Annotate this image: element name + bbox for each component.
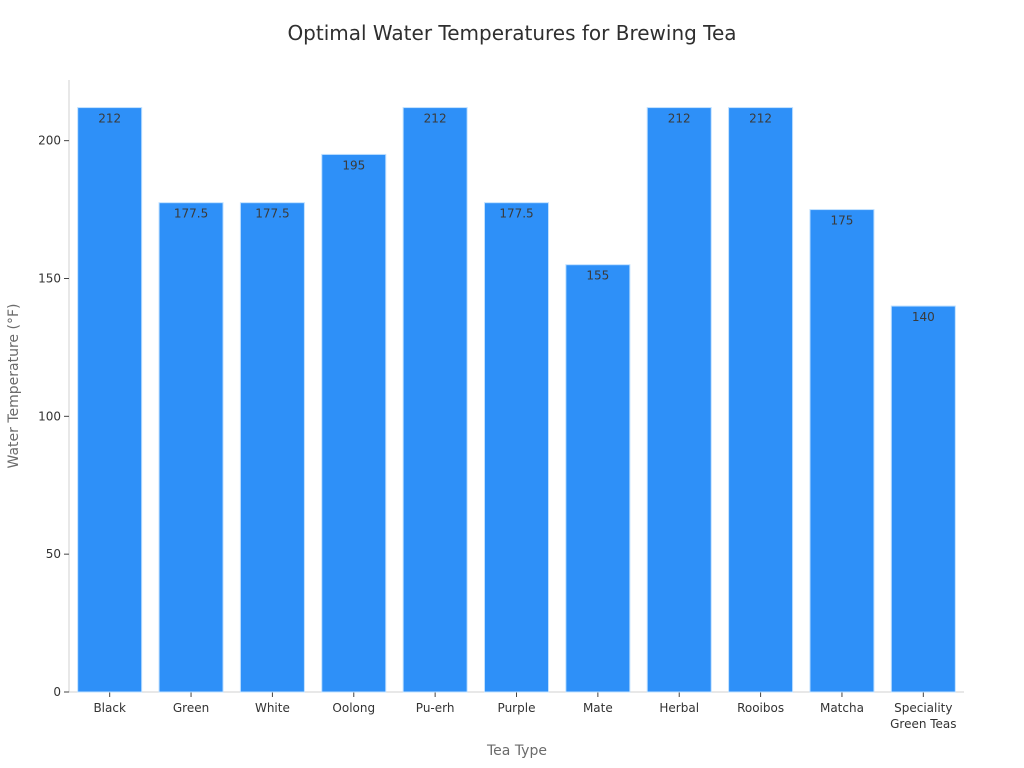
x-axis-title: Tea Type xyxy=(486,743,547,759)
bar-white xyxy=(239,202,305,693)
x-tick-label: White xyxy=(255,701,290,715)
data-label: 212 xyxy=(749,112,772,126)
bar-rooibos xyxy=(728,107,794,693)
data-label: 155 xyxy=(586,269,609,283)
bar-herbal xyxy=(646,107,712,693)
bar-purple xyxy=(484,202,549,693)
data-label: 177.5 xyxy=(499,207,533,221)
x-tick-label: Matcha xyxy=(820,701,864,715)
data-label: 212 xyxy=(668,112,691,126)
bar-mate xyxy=(565,264,631,693)
data-label: 177.5 xyxy=(174,207,208,221)
x-tick-label: Green xyxy=(173,701,209,715)
x-tick-label: Black xyxy=(93,701,126,715)
bar-black xyxy=(77,107,143,693)
bar-matcha xyxy=(809,209,875,693)
data-label: 140 xyxy=(912,310,935,324)
data-label: 177.5 xyxy=(255,207,289,221)
y-axis-title: Water Temperature (°F) xyxy=(6,304,22,469)
x-tick-label: Mate xyxy=(583,701,613,715)
x-tick-label: Purple xyxy=(498,701,536,715)
data-label: 175 xyxy=(831,214,854,228)
y-tick-label: 150 xyxy=(38,271,61,285)
data-label-group: 212 177.5 177.5 195 212 177.5 155 212 212 175 140 xyxy=(98,112,935,324)
bar-series xyxy=(77,107,956,693)
chart-title: Optimal Water Temperatures for Brewing T… xyxy=(287,21,736,45)
y-tick-label: 50 xyxy=(46,547,61,561)
x-axis: Black Green White Oolong Pu-erh Purple Mate Her… xyxy=(69,691,964,731)
bar-green xyxy=(158,202,224,693)
x-tick-label: Rooibos xyxy=(737,701,784,715)
data-label: 212 xyxy=(98,112,121,126)
data-label: 212 xyxy=(424,112,447,126)
y-tick-label: 100 xyxy=(38,409,61,423)
y-tick-label: 200 xyxy=(38,134,61,148)
bar-oolong xyxy=(321,153,387,693)
bar-speciality-green-teas xyxy=(890,305,956,693)
bar-pu-erh xyxy=(402,107,468,693)
x-tick-label: Oolong xyxy=(332,701,375,715)
x-tick-label: Speciality Green Teas xyxy=(890,701,956,731)
y-axis: 0 50 100 150 200 xyxy=(38,80,70,699)
x-tick-label: Pu-erh xyxy=(416,701,455,715)
x-tick-label: Herbal xyxy=(659,701,699,715)
data-label: 195 xyxy=(342,158,365,172)
y-tick-label: 0 xyxy=(53,685,61,699)
